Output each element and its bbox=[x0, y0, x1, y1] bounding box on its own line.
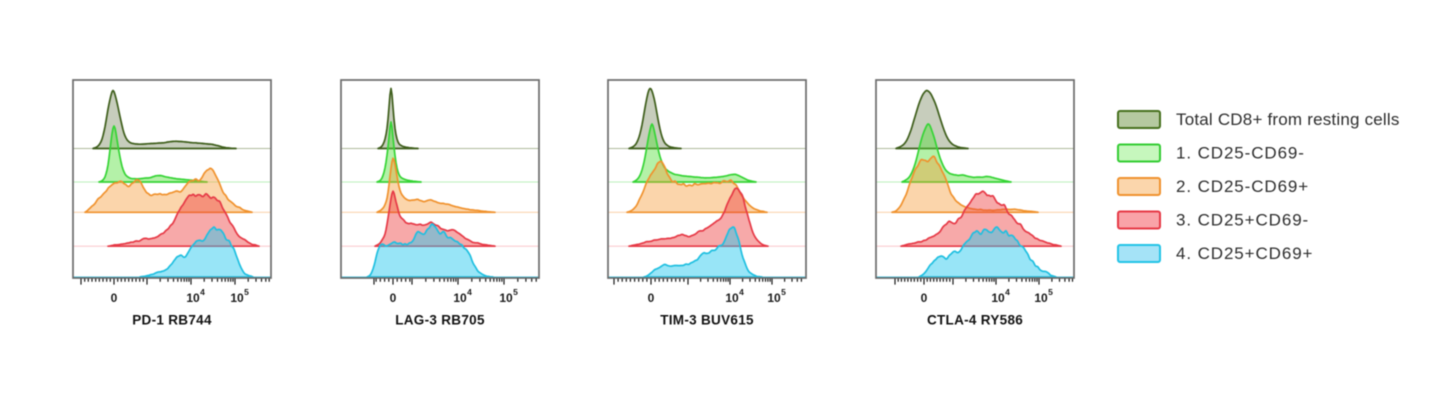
svg-text:5: 5 bbox=[513, 287, 518, 297]
svg-text:0: 0 bbox=[921, 291, 928, 305]
svg-text:PD-1 RB744: PD-1 RB744 bbox=[132, 313, 212, 328]
svg-text:10: 10 bbox=[991, 291, 1005, 305]
svg-text:10: 10 bbox=[230, 291, 244, 305]
svg-text:10: 10 bbox=[1034, 291, 1048, 305]
svg-text:10: 10 bbox=[186, 291, 200, 305]
svg-text:0: 0 bbox=[111, 291, 118, 305]
svg-text:TIM-3 BUV615: TIM-3 BUV615 bbox=[660, 313, 754, 328]
svg-text:3. CD25+CD69-: 3. CD25+CD69- bbox=[1176, 211, 1309, 230]
svg-text:4: 4 bbox=[200, 287, 205, 297]
svg-text:LAG-3 RB705: LAG-3 RB705 bbox=[395, 313, 485, 328]
svg-text:CTLA-4 RY586: CTLA-4 RY586 bbox=[927, 313, 1023, 328]
svg-text:10: 10 bbox=[725, 291, 739, 305]
svg-text:1. CD25-CD69-: 1. CD25-CD69- bbox=[1176, 144, 1305, 163]
svg-text:4: 4 bbox=[467, 287, 472, 297]
svg-text:10: 10 bbox=[499, 291, 513, 305]
svg-text:4. CD25+CD69+: 4. CD25+CD69+ bbox=[1176, 244, 1313, 263]
svg-text:2. CD25-CD69+: 2. CD25-CD69+ bbox=[1176, 177, 1309, 196]
svg-text:10: 10 bbox=[453, 291, 467, 305]
svg-text:5: 5 bbox=[244, 287, 249, 297]
svg-text:5: 5 bbox=[1048, 287, 1053, 297]
svg-text:4: 4 bbox=[1005, 287, 1010, 297]
svg-text:4: 4 bbox=[739, 287, 744, 297]
svg-text:5: 5 bbox=[781, 287, 786, 297]
svg-text:10: 10 bbox=[767, 291, 781, 305]
svg-text:Total CD8+ from resting cells: Total CD8+ from resting cells bbox=[1176, 110, 1400, 129]
svg-text:0: 0 bbox=[390, 291, 397, 305]
svg-text:0: 0 bbox=[648, 291, 655, 305]
